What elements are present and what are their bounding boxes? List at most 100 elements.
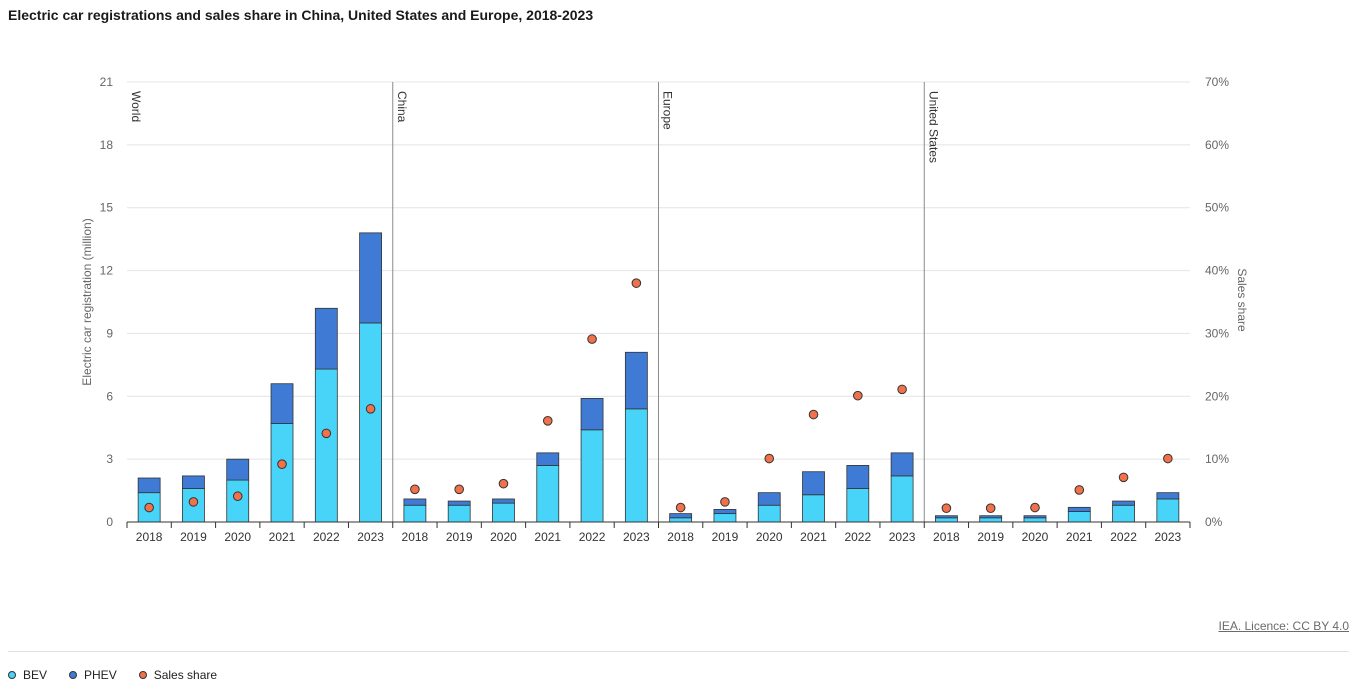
x-tick-label: 2020 (1022, 530, 1049, 544)
sales-share-point (365, 404, 376, 414)
legend-label-phev: PHEV (84, 668, 117, 682)
sales-share-point (188, 497, 199, 507)
sales-share-point (808, 409, 819, 420)
sales-share-point (1074, 485, 1085, 495)
licence-link[interactable]: IEA. Licence: CC BY 4.0 (1218, 619, 1349, 633)
legend-label-sales-share: Sales share (153, 668, 218, 682)
legend-item-phev[interactable]: PHEV (69, 668, 117, 682)
legend-item-sales-share[interactable]: Sales share (138, 668, 218, 682)
bar-phev (492, 498, 515, 504)
bar-phev (359, 232, 383, 324)
x-tick-label: 2022 (844, 530, 871, 544)
sales-share-point (941, 503, 952, 513)
x-tick-label: 2022 (313, 530, 340, 544)
sales-share-point (1030, 502, 1040, 513)
y-tick-label: 21 (100, 75, 114, 89)
sales-share-point (675, 502, 686, 513)
bar-bev (580, 429, 604, 523)
sales-share-point (1118, 472, 1129, 483)
x-tick-label: 2018 (933, 530, 960, 544)
y-tick-label: 9 (106, 326, 113, 340)
x-tick-label: 2020 (490, 530, 517, 544)
bar-bev (669, 517, 693, 523)
bar-bev (1067, 511, 1091, 523)
x-tick-label: 2023 (1155, 530, 1182, 544)
y-tick-label: 3 (106, 452, 113, 466)
y-tick-label: 6 (106, 389, 113, 403)
bar-phev (226, 458, 250, 481)
bar-phev (447, 500, 471, 506)
bar-phev (802, 471, 825, 496)
legend: BEV PHEV Sales share (8, 668, 217, 682)
x-tick-label: 2018 (136, 530, 163, 544)
bar-phev (890, 452, 914, 477)
x-tick-label: 2018 (402, 530, 429, 544)
bar-phev (713, 509, 737, 515)
bar-bev (713, 513, 737, 523)
bar-bev (1112, 504, 1135, 523)
x-tick-label: 2019 (712, 530, 739, 544)
sales-share-point (454, 484, 464, 495)
bar-phev (182, 475, 205, 489)
x-tick-label: 2019 (180, 530, 207, 544)
x-tick-label: 2021 (269, 530, 296, 544)
sales-share-point (587, 334, 597, 344)
x-tick-label: 2022 (1110, 530, 1137, 544)
y2-axis-label: Sales share (1235, 268, 1249, 332)
bar-phev (580, 397, 604, 431)
bar-bev (403, 504, 427, 523)
bar-bev (492, 502, 515, 523)
y2-tick-label: 50% (1205, 201, 1229, 215)
y2-tick-label: 10% (1205, 452, 1229, 466)
bar-bev (270, 423, 294, 523)
sales-share-point (897, 384, 907, 395)
bar-phev (1112, 500, 1135, 506)
bar-bev (447, 504, 471, 523)
bar-phev (1156, 492, 1180, 500)
x-tick-label: 2020 (224, 530, 251, 544)
chart-title: Electric car registrations and sales sha… (8, 7, 594, 23)
bar-bev (1156, 498, 1180, 523)
bar-bev (934, 517, 958, 523)
bar-bev (802, 494, 825, 523)
y-tick-label: 12 (100, 264, 114, 278)
x-tick-label: 2022 (579, 530, 606, 544)
bar-bev (359, 322, 383, 523)
divider (8, 651, 1349, 652)
sales-share-point (1163, 453, 1173, 464)
sales-share-point (764, 453, 775, 464)
bar-phev (1023, 515, 1047, 519)
x-tick-label: 2020 (756, 530, 783, 544)
bar-bev (846, 488, 870, 523)
sales-share-point (542, 416, 553, 426)
y2-tick-label: 0% (1205, 515, 1223, 529)
sales-share-swatch (138, 671, 147, 679)
group-label: United States (926, 91, 940, 163)
sales-share-point (498, 478, 509, 489)
group-label: Europe (661, 91, 675, 130)
x-tick-label: 2019 (977, 530, 1004, 544)
sales-share-point (631, 278, 642, 288)
bar-phev (314, 307, 338, 370)
legend-item-bev[interactable]: BEV (8, 668, 47, 682)
group-label: China (395, 91, 409, 123)
bar-bev (314, 368, 338, 523)
sales-share-point (853, 390, 863, 401)
group-label: World (129, 91, 143, 122)
phev-swatch (69, 671, 78, 679)
y2-tick-label: 70% (1205, 75, 1229, 89)
bar-bev (536, 465, 560, 523)
y2-tick-label: 20% (1205, 389, 1229, 403)
y2-tick-label: 60% (1205, 138, 1229, 152)
x-tick-label: 2023 (357, 530, 384, 544)
bar-phev (403, 498, 427, 506)
bar-bev (979, 517, 1003, 523)
sales-share-point (144, 502, 154, 513)
bar-phev (270, 383, 294, 424)
bar-bev (1023, 517, 1047, 523)
bar-bev (890, 475, 914, 523)
y2-tick-label: 40% (1205, 264, 1229, 278)
y2-tick-label: 30% (1205, 326, 1229, 340)
sales-share-point (321, 428, 332, 439)
